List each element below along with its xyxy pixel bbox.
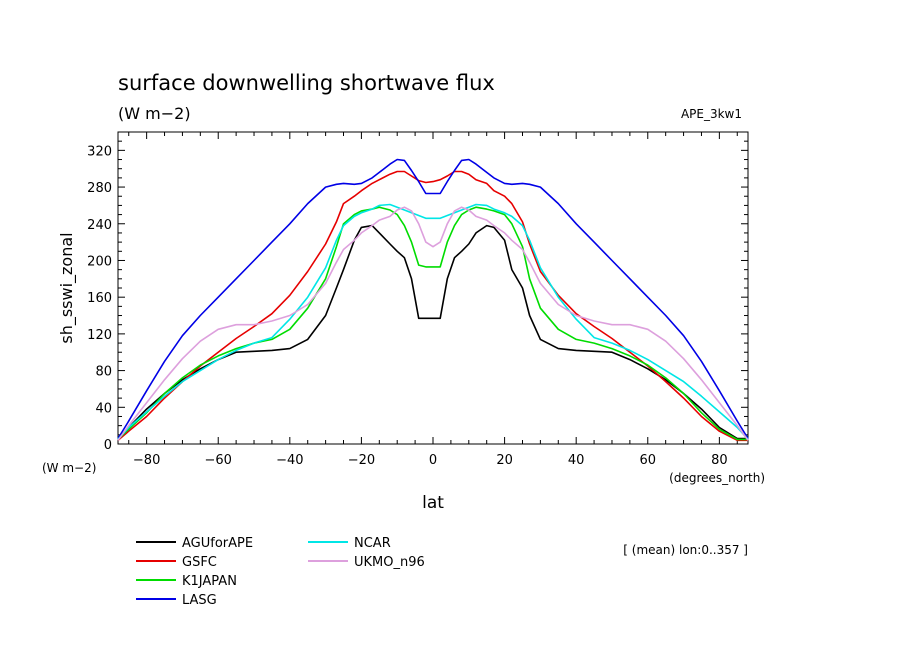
series-lines (117, 158, 749, 442)
legend-label-aguforape: AGUforAPE (182, 536, 253, 551)
legend-label-ncar: NCAR (354, 536, 391, 551)
chart-title: surface downwelling shortwave flux (118, 71, 495, 95)
x-tick-label: 40 (568, 453, 585, 468)
y-tick-label: 240 (87, 218, 112, 233)
mean-annotation: [ (mean) lon:0..357 ] (623, 543, 748, 557)
y-tick-label: 320 (87, 144, 112, 159)
y-tick-label: 40 (95, 401, 112, 416)
y-tick-label: 0 (104, 438, 112, 453)
x-tick-label: −40 (276, 453, 303, 468)
series-line-ukmo-n96 (117, 206, 749, 441)
legend-label-k1japan: K1JAPAN (182, 574, 237, 589)
series-line-ncar (117, 203, 749, 440)
y-tick-label: 80 (95, 365, 112, 380)
x-tick-label: 0 (429, 453, 437, 468)
y-tick-label: 280 (87, 181, 112, 196)
experiment-label: APE_3kw1 (681, 107, 742, 121)
y-tick-label: 200 (87, 254, 112, 269)
x-axis: −80 −60 −40 −20 0 20 40 60 80 (128, 132, 738, 468)
chart-units: (W m−2) (118, 104, 191, 123)
x-tick-label: −20 (348, 453, 375, 468)
x-tick-label: 20 (496, 453, 513, 468)
y-units-label: (W m−2) (42, 461, 96, 475)
plot-frame (117, 131, 749, 445)
series-line-gsfc (117, 170, 748, 442)
y-tick-label: 160 (87, 291, 112, 306)
x-tick-label: −80 (133, 453, 160, 468)
x-axis-label: lat (422, 493, 444, 513)
y-axis: 0 40 80 120 160 200 240 280 320 (87, 131, 748, 453)
series-line-aguforape (117, 224, 748, 440)
y-tick-label: 120 (87, 328, 112, 343)
series-line-k1japan (117, 206, 748, 441)
x-tick-label: −60 (205, 453, 232, 468)
x-tick-label: 80 (711, 453, 728, 468)
legend-label-ukmo-n96: UKMO_n96 (354, 555, 425, 570)
legend: AGUforAPE GSFC K1JAPAN LASG NCAR UKMO_n96 (136, 536, 425, 608)
legend-label-lasg: LASG (182, 593, 217, 608)
x-tick-label: 60 (639, 453, 656, 468)
y-axis-label: sh_sswi_zonal (57, 232, 77, 343)
x-units-label: (degrees_north) (669, 471, 765, 485)
series-line-lasg (117, 158, 749, 439)
legend-label-gsfc: GSFC (182, 555, 217, 570)
